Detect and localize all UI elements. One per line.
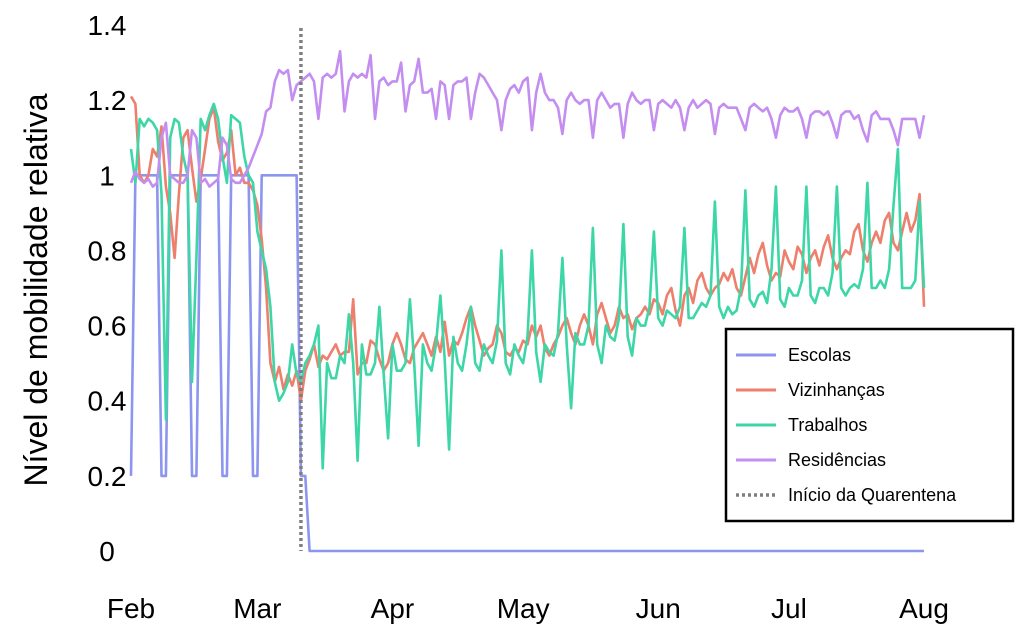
plot-lines xyxy=(129,49,926,553)
series-line-trabalhos xyxy=(129,102,926,470)
legend-label: Trabalhos xyxy=(788,415,867,435)
x-tick-label: Apr xyxy=(371,593,415,624)
legend-label: Residências xyxy=(788,450,886,470)
y-tick-label: 0.2 xyxy=(88,461,127,492)
y-tick-label: 0.6 xyxy=(88,311,127,342)
y-tick-label: 1 xyxy=(99,160,115,191)
legend-label: Escolas xyxy=(788,345,851,365)
y-tick-label: 0.8 xyxy=(88,235,127,266)
x-axis-ticks: Feb Mar Apr May Jun Jul Aug xyxy=(107,593,949,624)
x-tick-label: Mar xyxy=(233,593,281,624)
y-tick-label: 1.4 xyxy=(88,10,127,41)
x-tick-label: May xyxy=(497,593,550,624)
x-tick-label: Aug xyxy=(899,593,949,624)
y-tick-label: 1.2 xyxy=(88,85,127,116)
y-tick-label: 0 xyxy=(99,536,115,567)
x-tick-label: Jun xyxy=(636,593,681,624)
legend-label: Vizinhanças xyxy=(788,380,885,400)
y-axis-ticks: 0 0.2 0.4 0.6 0.8 1 1.2 1.4 xyxy=(88,10,127,567)
y-axis-label: Nível de mobilidade relativa xyxy=(18,93,54,486)
x-tick-label: Jul xyxy=(771,593,807,624)
y-tick-label: 0.4 xyxy=(88,386,127,417)
legend-items: Escolas Vizinhanças Trabalhos Residências xyxy=(736,345,886,470)
x-tick-label: Feb xyxy=(107,593,155,624)
legend-quarantine-label: Início da Quarentena xyxy=(788,485,957,505)
legend: Escolas Vizinhanças Trabalhos Residências I… xyxy=(724,327,1015,523)
series-line-residencias xyxy=(129,49,926,188)
series-line-escolas xyxy=(129,174,924,553)
